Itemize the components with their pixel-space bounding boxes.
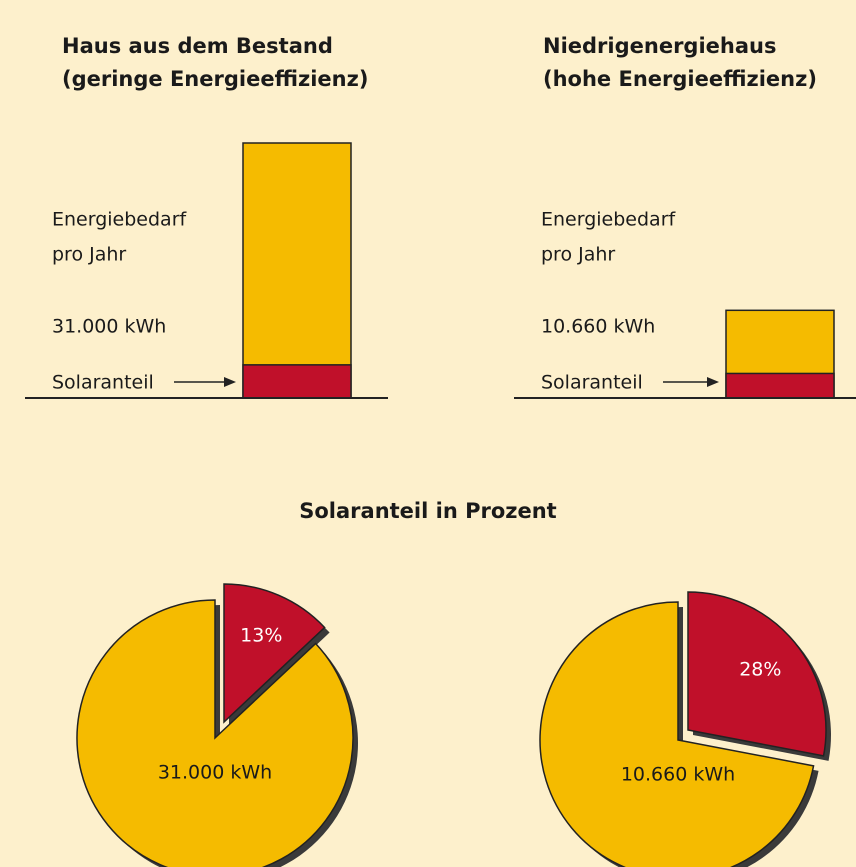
value-label: 10.660 kWh [541, 316, 655, 338]
bar [242, 142, 352, 399]
pie-value-label: 31.000 kWh [158, 762, 272, 784]
solar-bar [242, 364, 352, 399]
percent-label: 13% [240, 624, 282, 646]
arrow-head [707, 377, 719, 387]
arrow-head [224, 377, 236, 387]
slice [76, 599, 354, 867]
slice [539, 601, 815, 867]
solar-label: Solaranteil [52, 372, 154, 394]
bar-label: pro Jahr [52, 244, 126, 266]
value-label: 31.000 kWh [52, 316, 166, 338]
panel-title: (hohe Energieeffizienz) [543, 67, 817, 91]
bar-label: Energiebedarf [52, 209, 188, 231]
panel-title: Haus aus dem Bestand [62, 34, 333, 58]
slice [223, 583, 326, 724]
percent-label: 28% [739, 659, 781, 681]
panel-title: Niedrigenergiehaus [543, 34, 776, 58]
slice [687, 591, 827, 757]
pie-title: Solaranteil in Prozent [299, 499, 556, 523]
bar-label: Energiebedarf [541, 209, 677, 231]
panel-title: (geringe Energieeffizienz) [62, 67, 368, 91]
solar-label: Solaranteil [541, 372, 643, 394]
pie-value-label: 10.660 kWh [621, 764, 735, 786]
solar-bar [725, 372, 835, 399]
bar-label: pro Jahr [541, 244, 615, 266]
